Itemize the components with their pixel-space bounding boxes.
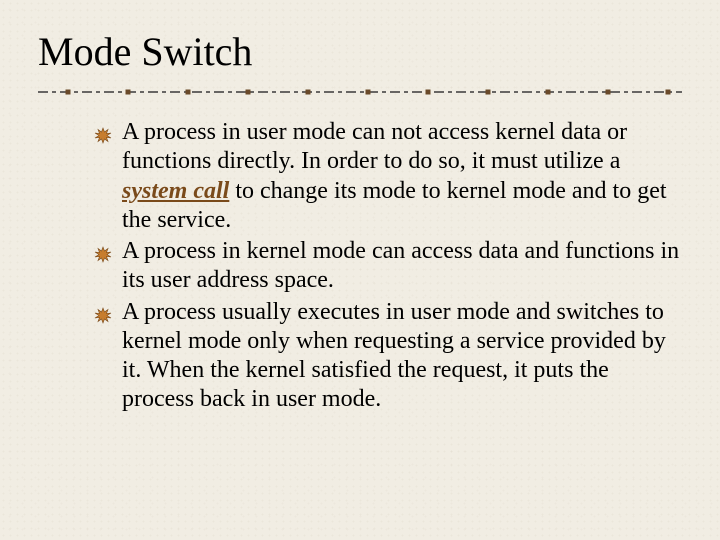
list-item-text: A process usually executes in user mode … — [122, 299, 666, 413]
list-item-text: A process in kernel mode can access data… — [122, 238, 679, 293]
burst-icon — [94, 243, 112, 261]
slide: Mode Switch A process in user mode can n… — [0, 0, 720, 540]
list-item: A process in user mode can not access ke… — [94, 118, 682, 235]
list-item: A process usually executes in user mode … — [94, 298, 682, 415]
list-item: A process in kernel mode can access data… — [94, 237, 682, 296]
bullet-list: A process in user mode can not access ke… — [38, 118, 682, 415]
list-item-text: A process in user mode can not access ke… — [122, 119, 667, 233]
burst-icon — [94, 304, 112, 322]
page-title: Mode Switch — [38, 28, 682, 75]
divider-svg — [38, 89, 682, 95]
title-divider — [38, 89, 682, 94]
burst-icon — [94, 124, 112, 142]
